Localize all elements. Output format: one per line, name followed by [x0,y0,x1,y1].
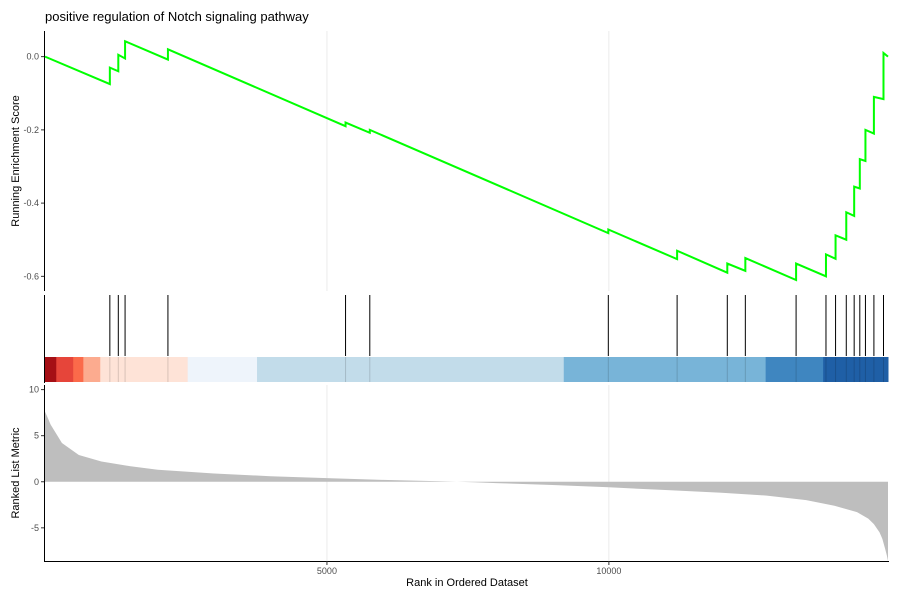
rank-band-segment [187,357,258,382]
y-tick-label: -5 [31,523,39,533]
running-score-panel: 0.0 -0.2 -0.4 -0.6 Running Enrichment Score [10,31,889,291]
gene-hit-marks [109,295,884,356]
rank-color-band [45,357,889,382]
rank-band-segment [83,357,101,382]
ranked-metric-area [45,411,888,561]
y-tick-label: 0 [34,477,39,487]
x-ticks: 5000 10000 [317,561,621,576]
x-tick-label: 10000 [596,566,621,576]
ranked-metric-y-ticks: 10 5 0 -5 [29,385,44,533]
x-axis-label: Rank in Ordered Dataset [406,577,528,589]
rank-band-segment [45,357,57,382]
rank-band-segment [765,357,824,382]
y-tick-label: -0.6 [23,271,39,281]
y-tick-label: -0.4 [23,198,39,208]
running-es-line [44,39,889,282]
rank-band-segment [823,357,889,382]
rank-band-segment [100,357,189,382]
hits-panel [44,295,889,383]
ranked-metric-panel: 10 5 0 -5 5000 10000 Ranked List Metric Rank… [10,385,889,589]
x-tick-label: 5000 [317,566,337,576]
chart-title: positive regulation of Notch signaling p… [45,9,309,24]
running-score-gridlines [326,31,610,291]
y-tick-label: 0.0 [26,52,39,62]
running-score-series [44,39,889,282]
running-score-y-ticks: 0.0 -0.2 -0.4 -0.6 [23,52,44,281]
rank-band-segment [56,357,74,382]
y-tick-label: 5 [34,431,39,441]
ranked-metric-fill [45,411,888,561]
ranked-metric-ylabel: Ranked List Metric [10,427,22,519]
y-tick-label: 10 [29,385,39,395]
running-score-ylabel: Running Enrichment Score [10,95,22,226]
rank-band-segment [563,357,767,382]
ranked-metric-gridlines [326,385,610,561]
rank-band-segment [257,357,565,382]
rank-band-segment [73,357,84,382]
y-tick-label: -0.2 [23,125,39,135]
